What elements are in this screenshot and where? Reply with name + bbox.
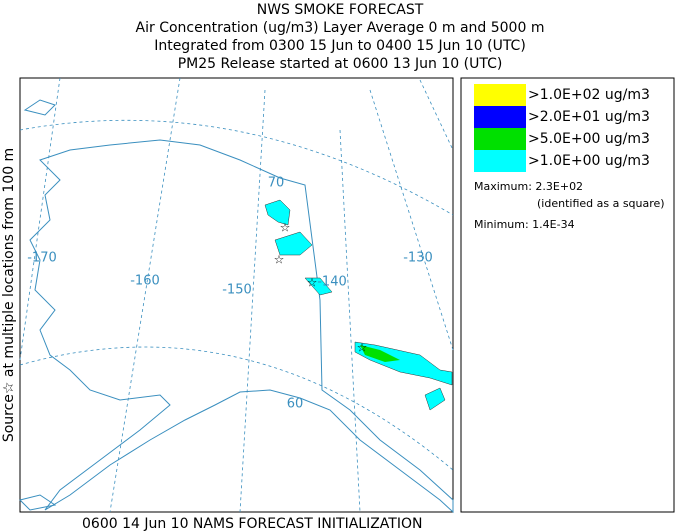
map-label: -170 (27, 251, 57, 266)
legend-label: >1.0E+02 ug/m3 (528, 87, 650, 103)
maximum-note: (identified as a square) (537, 197, 665, 210)
subtitle: PM25 Release started at 0600 13 Jun 10 (… (178, 56, 503, 72)
map-label: 60 (287, 397, 304, 412)
title: NWS SMOKE FORECAST (257, 2, 424, 18)
map-label: -160 (130, 274, 160, 289)
svg-text:☆: ☆ (280, 221, 291, 235)
coastline (29, 139, 454, 514)
subtitle: Air Concentration (ug/m3) Layer Average … (136, 20, 545, 36)
map: ☆ ☆ ☆ ☆ 70 -170 -160 -150 -140 -130 60 (19, 77, 454, 514)
legend-label: >2.0E+01 ug/m3 (528, 109, 650, 125)
subtitle: Integrated from 0300 15 Jun to 0400 15 J… (154, 38, 526, 54)
legend: Maximum: 2.3E+02 (identified as a square… (460, 77, 675, 513)
maximum: Maximum: 2.3E+02 (474, 180, 583, 193)
smoke-plumes: ☆ ☆ ☆ ☆ (264, 199, 453, 411)
legend-swatch (474, 106, 526, 128)
map-label: -130 (403, 251, 433, 266)
minimum: Minimum: 1.4E-34 (474, 218, 575, 231)
islands (19, 99, 57, 511)
legend-swatch (474, 128, 526, 150)
map-label: -150 (222, 283, 252, 298)
graticule (19, 77, 454, 513)
side-label: Source☆ at multiple locations from 100 m (1, 148, 17, 442)
legend-swatch (474, 150, 526, 172)
map-frame (19, 77, 454, 513)
svg-text:☆: ☆ (274, 253, 285, 267)
legend-label: >5.0E+00 ug/m3 (528, 131, 650, 147)
map-label: -140 (317, 275, 347, 290)
map-label: 70 (268, 176, 285, 191)
svg-text:☆: ☆ (307, 276, 318, 290)
legend-swatch (474, 84, 526, 106)
svg-text:☆: ☆ (357, 341, 368, 355)
footer: 0600 14 Jun 10 NAMS FORECAST INITIALIZAT… (82, 516, 422, 532)
legend-label: >1.0E+00 ug/m3 (528, 153, 650, 169)
